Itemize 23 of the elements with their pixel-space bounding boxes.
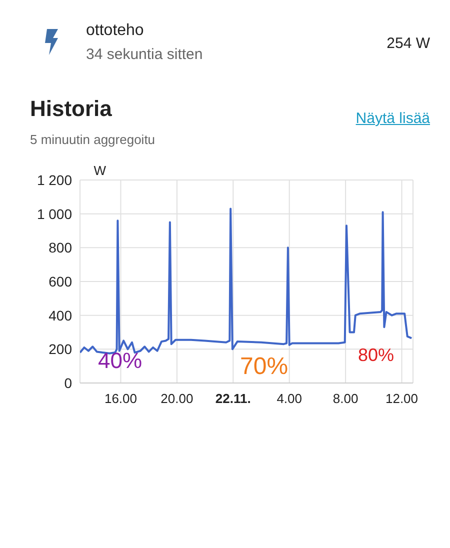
text: 34 sekuntia sitten [86, 46, 203, 63]
x-tick-label: 16.00 [104, 391, 138, 406]
y-tick-label: 0 [64, 374, 72, 391]
chart-subtitle: 5 minuutin aggregoitu [30, 132, 156, 147]
y-tick-label: 800 [48, 240, 72, 256]
y-axis-title: W [94, 163, 107, 178]
annotation: 70% [240, 353, 288, 381]
x-tick-label: 4.00 [276, 391, 302, 406]
x-tick-label: 12.00 [385, 391, 418, 406]
y-tick-label: 400 [48, 307, 72, 324]
text: 254 W [386, 35, 430, 52]
y-tick-label: 1 000 [36, 206, 72, 222]
chart-title: Historia [30, 96, 112, 122]
y-tick-label: 200 [48, 341, 72, 358]
text: Näytä lisää [356, 110, 430, 127]
text: ottoteho [86, 22, 144, 40]
y-tick-label: 600 [48, 273, 72, 290]
x-tick-label: 8.00 [332, 391, 358, 406]
annotation: 40% [98, 348, 142, 374]
y-tick-label: 1 200 [36, 172, 72, 188]
x-tick-label: 22.11. [215, 391, 251, 406]
annotation: 80% [358, 345, 394, 366]
x-tick-label: 20.00 [160, 391, 194, 406]
